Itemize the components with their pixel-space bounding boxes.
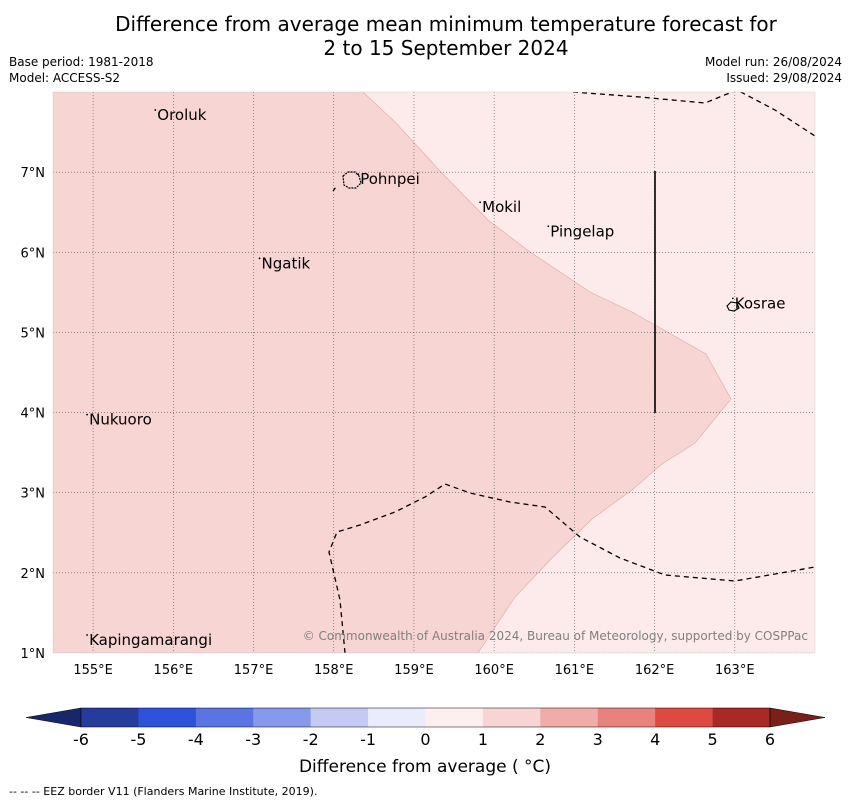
model-run: Model run: 26/08/2024 (704, 55, 842, 69)
colorbar-tick-label: 4 (650, 730, 660, 745)
colorbar-swatch (81, 708, 139, 727)
colorbar-swatch (253, 708, 311, 727)
place-label: Kapingamarangi (89, 631, 212, 649)
colorbar-tick-labels: -6 -5 -4 -3 -2 -1 0 1 2 3 4 5 6 (73, 730, 775, 745)
graticule (53, 92, 815, 653)
colorbar-tick-label: 6 (765, 730, 775, 745)
lon-tick-label: 161°E (555, 663, 595, 678)
lat-tick-label: 2°N (21, 567, 46, 582)
place-marker (731, 297, 734, 300)
copyright-text: © Commonwealth of Australia 2024, Bureau… (303, 629, 808, 643)
colorbar-tick-label: -2 (303, 730, 319, 745)
place-marker (258, 257, 261, 260)
base-period: Base period: 1981-2018 (9, 55, 154, 69)
place-label: Nukuoro (89, 411, 152, 429)
colorbar-tick-label: 5 (707, 730, 717, 745)
place-marker (547, 225, 550, 228)
colorbar-swatch (195, 708, 254, 727)
place-label: Pohnpei (360, 170, 420, 188)
map-frame (52, 91, 816, 654)
colorbar-swatch (597, 708, 656, 727)
place-marker (86, 413, 88, 416)
lon-tick-label: 157°E (234, 663, 274, 678)
title-line-1: Difference from average mean minimum tem… (115, 12, 777, 36)
place-marker (479, 201, 482, 204)
colorbar-swatch (712, 708, 771, 727)
lat-tick-label: 1°N (21, 647, 46, 662)
map-title: Difference from average mean minimum tem… (0, 12, 850, 60)
colorbar-tick-label: -3 (245, 730, 261, 745)
place-marker (154, 109, 157, 111)
issued-date: Issued: 29/08/2024 (726, 71, 842, 85)
eez-border-north (572, 92, 815, 137)
colorbar-tick-label: 2 (535, 730, 545, 745)
lat-tick-label: 5°N (21, 326, 46, 341)
forecast-map: Oroluk Pohnpei Mokil Pingelap Ngatik Kosrae Nu… (21, 91, 826, 745)
lon-tick-label: 159°E (394, 663, 434, 678)
place-marker (86, 634, 88, 636)
title-line-2: 2 to 15 September 2024 (323, 36, 569, 60)
place-labels: Oroluk Pohnpei Mokil Pingelap Ngatik Kosrae Nu… (86, 106, 785, 649)
colorbar-tick-label: 0 (420, 730, 430, 745)
colorbar-extend-high (769, 707, 826, 728)
eez-border-west (332, 186, 337, 192)
place-label: Mokil (482, 198, 521, 216)
meta-left: Base period: 1981-2018 Model: ACCESS-S2 (9, 54, 154, 86)
lon-tick-label: 155°E (73, 663, 113, 678)
colorbar-tick-label: -5 (130, 730, 146, 745)
axis-tick-labels: 155°E 156°E 157°E 158°E 159°E 160°E 161°E 162°E… (21, 166, 755, 678)
colorbar-tick-label: -4 (188, 730, 204, 745)
model-name: Model: ACCESS-S2 (9, 71, 121, 85)
colorbar-label: Difference from average ( °C) (298, 757, 552, 777)
place-label: Pingelap (550, 222, 614, 240)
colorbar-swatch (655, 708, 713, 727)
lon-tick-label: 163°E (715, 663, 755, 678)
lat-tick-label: 4°N (21, 407, 46, 422)
colorbar-tick-label: -6 (73, 730, 89, 745)
lon-tick-label: 156°E (154, 663, 194, 678)
colorbar-swatch (425, 708, 484, 727)
lon-tick-label: 160°E (474, 663, 514, 678)
eez-legend-note: -- -- -- EEZ border V11 (Flanders Marine… (9, 785, 318, 798)
colorbar-swatch (138, 708, 197, 727)
lon-tick-label: 158°E (314, 663, 354, 678)
colorbar-swatch (310, 708, 369, 727)
place-marker (357, 173, 360, 176)
lat-tick-label: 3°N (21, 487, 46, 502)
colorbar-swatch (540, 708, 599, 727)
meta-right: Model run: 26/08/2024 Issued: 29/08/2024 (705, 54, 842, 86)
colorbar-tick-label: 1 (478, 730, 488, 745)
colorbar-swatch (368, 708, 426, 727)
lat-tick-label: 6°N (21, 246, 46, 261)
colorbar-outline (80, 707, 771, 728)
colorbar-tick-label: 3 (593, 730, 603, 745)
kosrae-island-icon (726, 301, 740, 312)
colorbar-extend-low (25, 707, 82, 728)
lon-tick-label: 162°E (635, 663, 675, 678)
place-label: Kosrae (735, 294, 786, 312)
place-label: Oroluk (157, 106, 206, 124)
colorbar (25, 707, 826, 728)
map-fill-1-2 (53, 92, 732, 653)
lat-tick-label: 7°N (21, 166, 46, 181)
colorbar-swatch (482, 708, 541, 727)
colorbar-tick-label: -1 (360, 730, 376, 745)
place-label: Ngatik (262, 254, 311, 272)
eez-border-south (328, 483, 815, 653)
